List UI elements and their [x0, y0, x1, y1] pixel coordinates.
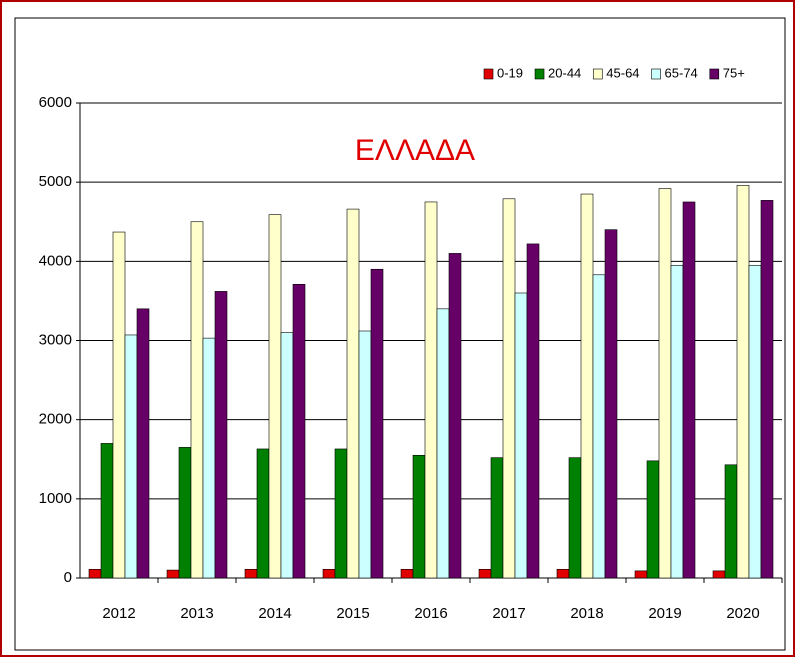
y-tick-label: 0	[64, 569, 72, 586]
bar	[646, 460, 660, 579]
legend-swatch	[592, 68, 603, 80]
bar	[514, 292, 528, 579]
x-tick-label: 2019	[648, 605, 681, 622]
chart-border	[14, 17, 786, 651]
x-tick-label: 2013	[180, 605, 213, 622]
bar	[136, 308, 150, 579]
legend-swatch	[651, 68, 661, 80]
y-tick-label: 6000	[39, 94, 72, 111]
bar	[214, 291, 228, 579]
bar	[748, 264, 762, 579]
bar	[556, 568, 570, 579]
bar	[634, 570, 648, 579]
bar	[124, 334, 138, 579]
x-tick-label: 2018	[570, 605, 603, 622]
bar	[280, 332, 294, 579]
y-tick-label: 3000	[39, 331, 72, 348]
bar	[88, 568, 102, 579]
legend-label: 75+	[723, 65, 745, 80]
legend-label: 20-44	[548, 65, 581, 80]
bar	[478, 568, 492, 579]
legend-swatch	[709, 68, 720, 80]
bar	[580, 193, 594, 579]
bar	[436, 308, 450, 579]
bar	[682, 201, 696, 579]
bar	[166, 569, 180, 579]
x-tick-label: 2014	[258, 605, 291, 622]
bar	[670, 264, 684, 579]
y-tick-label: 1000	[39, 490, 72, 507]
bar	[190, 221, 204, 579]
bar	[370, 268, 384, 579]
x-tick-label: 2015	[336, 605, 369, 622]
bar	[604, 229, 618, 579]
x-tick-label: 2016	[414, 605, 447, 622]
bar	[760, 200, 774, 579]
y-tick-label: 2000	[39, 411, 72, 428]
bar	[490, 457, 504, 579]
x-tick-label: 2020	[726, 605, 759, 622]
bar	[178, 447, 192, 579]
bar	[568, 457, 582, 579]
bar	[322, 568, 336, 579]
y-tick-label: 4000	[39, 252, 72, 269]
bar	[244, 568, 258, 579]
bar	[346, 208, 360, 579]
bar	[358, 330, 372, 579]
x-tick-label: 2017	[492, 605, 525, 622]
legend-label: 45-64	[606, 65, 639, 80]
bar	[658, 188, 672, 579]
bar	[292, 283, 306, 579]
legend-swatch	[483, 68, 494, 80]
bar	[112, 231, 126, 579]
bar	[424, 201, 438, 579]
bar	[100, 443, 114, 579]
bar	[724, 464, 738, 579]
x-tick-label: 2012	[102, 605, 135, 622]
bar	[448, 253, 462, 579]
legend-swatch	[534, 68, 545, 80]
bar	[592, 274, 606, 579]
bar	[526, 243, 540, 579]
bar	[502, 198, 516, 579]
bar	[412, 454, 426, 579]
bar	[202, 337, 216, 579]
bar	[334, 448, 348, 579]
chart-title: ΕΛΛΑΔΑ	[355, 134, 475, 167]
bar	[256, 448, 270, 579]
legend-label: 0-19	[497, 65, 523, 80]
bar	[736, 185, 750, 579]
y-tick-label: 5000	[39, 173, 72, 190]
legend-label: 65-74	[665, 65, 698, 80]
bar	[268, 214, 282, 579]
bar	[712, 570, 726, 579]
bar	[400, 568, 414, 579]
